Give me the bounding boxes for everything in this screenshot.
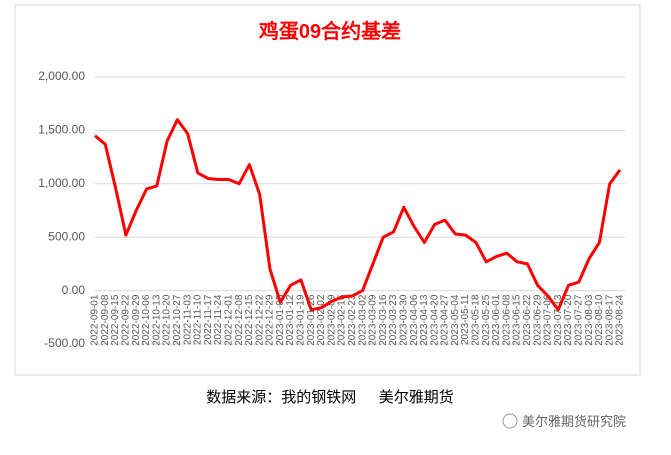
x-tick-label: 2023-05-11	[460, 294, 471, 345]
x-tick-label: 2023-01-19	[296, 294, 307, 346]
x-tick-label: 2022-10-06	[141, 294, 152, 346]
x-tick-label: 2023-07-27	[573, 294, 584, 346]
x-tick-label: 2023-04-13	[419, 294, 430, 346]
x-tick-label: 2023-02-09	[326, 294, 337, 346]
x-tick-label: 2023-03-23	[388, 294, 399, 346]
x-tick-label: 2022-11-17	[203, 294, 214, 345]
x-tick-label: 2023-02-02	[316, 294, 327, 346]
x-tick-label: 2023-02-16	[337, 294, 348, 346]
x-tick-label: 2023-05-04	[450, 294, 461, 346]
x-tick-label: 2023-05-18	[471, 294, 482, 346]
x-tick-label: 2023-03-30	[398, 294, 409, 346]
x-tick-label: 2023-06-01	[491, 294, 502, 346]
x-tick-label: 2022-11-24	[213, 294, 224, 345]
y-tick-label: 0.00	[62, 283, 86, 297]
chart-title: 鸡蛋09合约基差	[258, 19, 401, 43]
x-tick-label: 2023-06-15	[512, 294, 523, 346]
x-tick-label: 2023-07-06	[543, 294, 554, 346]
x-tick-label: 2022-11-03	[182, 294, 193, 345]
chart-frame	[14, 4, 641, 376]
x-tick-label: 2023-04-20	[429, 294, 440, 346]
x-tick-label: 2022-09-22	[121, 294, 132, 346]
line	[94, 118, 622, 312]
x-tick-label: 2023-06-22	[522, 294, 533, 346]
x-tick-label: 2023-03-02	[357, 294, 368, 346]
y-tick-label: 500.00	[48, 229, 85, 243]
y-tick-label: 1,500.00	[38, 123, 85, 137]
x-tick-label: 2023-08-10	[594, 294, 605, 346]
x-tick-label: 2022-09-29	[131, 294, 142, 346]
x-tick-label: 2023-04-27	[440, 294, 451, 346]
x-tick-label: 2022-11-10	[193, 294, 204, 345]
x-tick-label: 2022-10-27	[172, 294, 183, 346]
y-tick-label: -500.00	[44, 336, 85, 350]
x-tick-label: 2022-09-08	[100, 294, 111, 346]
x-tick-label: 2022-12-08	[234, 294, 245, 346]
source-note: 数据来源：我的钢铁网 美尔雅期货	[206, 389, 454, 406]
x-tick-label: 2023-07-20	[563, 294, 574, 346]
x-tick-label: 2023-06-29	[532, 294, 543, 346]
watermark-icon	[502, 413, 518, 429]
x-tick-label: 2022-10-20	[162, 294, 173, 346]
y-tick-label: 2,000.00	[38, 69, 85, 83]
x-tick-label: 2023-08-03	[584, 294, 595, 346]
x-tick-label: 2023-05-25	[481, 294, 492, 346]
x-tick-label: 2023-07-13	[553, 294, 564, 346]
watermark: 美尔雅期货研究院	[522, 414, 626, 429]
x-tick-label: 2022-09-15	[110, 294, 121, 346]
x-tick-label: 2023-08-24	[615, 294, 626, 346]
x-tick-label: 2022-09-01	[90, 294, 101, 346]
x-tick-label: 2023-03-09	[368, 294, 379, 346]
x-tick-label: 2022-12-01	[223, 294, 234, 346]
x-tick-label: 2023-03-16	[378, 294, 389, 346]
x-tick-label: 2023-04-06	[409, 294, 420, 346]
x-tick-label: 2023-01-12	[285, 294, 296, 346]
x-tick-label: 2023-02-23	[347, 294, 358, 346]
x-tick-label: 2023-06-08	[501, 294, 512, 346]
x-tick-label: 2022-12-15	[244, 294, 255, 346]
x-tick-label: 2022-12-29	[265, 294, 276, 346]
x-tick-label: 2022-10-13	[151, 294, 162, 346]
y-tick-label: 1,000.00	[38, 176, 85, 190]
x-tick-label: 2023-01-05	[275, 294, 286, 346]
x-tick-label: 2022-12-22	[254, 294, 265, 346]
x-tick-label: 2023-01-26	[306, 294, 317, 346]
x-tick-label: 2023-08-17	[604, 294, 615, 346]
